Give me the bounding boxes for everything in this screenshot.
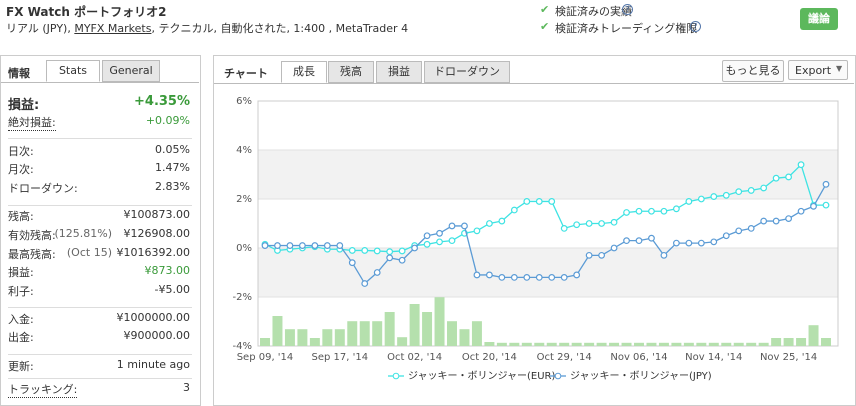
broker-link[interactable]: MYFX Markets xyxy=(74,22,152,35)
stats-panel xyxy=(0,55,201,406)
check-icon: ✔ xyxy=(540,20,550,33)
stat-label: 有効残高: xyxy=(8,229,56,242)
subtitle-text: , テクニカル, 自動化された, 1:400 , MetaTrader 4 xyxy=(151,22,409,35)
stat-value: 1 minute ago xyxy=(116,358,190,371)
chart-tab[interactable]: 損益 xyxy=(376,61,422,83)
stats-tab[interactable]: General xyxy=(102,60,160,82)
tab-line xyxy=(1,82,199,83)
stat-label: 損益: xyxy=(8,266,34,279)
chart-tab[interactable]: 残高 xyxy=(328,61,374,83)
chart-tab[interactable]: 成長 xyxy=(281,61,327,83)
badge: 検証済みの実績 xyxy=(555,5,632,18)
stat-value: ¥900000.00 xyxy=(123,329,190,342)
badge: 検証済みトレーディング権限 xyxy=(555,22,698,35)
chart-tab[interactable]: ドローダウン xyxy=(424,61,510,83)
stat-label: 更新: xyxy=(8,360,34,373)
subtitle: リアル (JPY), MYFX Markets, テクニカル, 自動化された, … xyxy=(6,20,408,36)
stat-value: ¥100873.00 xyxy=(123,208,190,221)
stat-label: 損益: xyxy=(8,98,40,113)
check-icon: ✔ xyxy=(540,3,550,16)
dropdown-arrow: ▼ xyxy=(836,64,843,73)
discuss-button[interactable]: 議論 xyxy=(800,8,838,30)
stats-heading: 情報 xyxy=(8,67,30,80)
separator xyxy=(8,307,192,308)
stats-tab[interactable]: Stats xyxy=(46,60,100,82)
button[interactable]: もっと見る xyxy=(722,60,784,82)
separator xyxy=(8,378,192,379)
stat-value: 2.83% xyxy=(155,180,190,193)
stat-value: +4.35% xyxy=(134,94,190,109)
stat-label: 月次: xyxy=(8,163,34,176)
title: FX Watch ポートフォリオ2 xyxy=(6,5,167,19)
help-icon[interactable]: ? xyxy=(622,4,633,15)
stat-value: ¥1016392.00 xyxy=(116,246,190,259)
stat-note: (Oct 15) xyxy=(66,246,112,259)
separator xyxy=(8,354,192,355)
stat-label: 入金: xyxy=(8,313,34,326)
stat-label: 利子: xyxy=(8,285,34,298)
stat-value: 0.05% xyxy=(155,143,190,156)
stat-value: 3 xyxy=(183,381,190,394)
stat-value: ¥1000000.00 xyxy=(116,311,190,324)
stat-label: 出金: xyxy=(8,331,34,344)
subtitle-text: リアル (JPY), xyxy=(6,22,75,35)
stat-label: 絶対損益: xyxy=(8,116,56,131)
stat-label: 最高残高: xyxy=(8,248,56,261)
separator xyxy=(8,138,192,139)
stat-value: 1.47% xyxy=(155,161,190,174)
stat-value: +0.09% xyxy=(145,114,190,127)
stat-value: ¥873.00 xyxy=(144,264,191,277)
chart-heading: チャート xyxy=(224,67,268,80)
stat-value: ¥126908.00 xyxy=(123,227,190,240)
help-icon[interactable]: ? xyxy=(690,21,701,32)
separator xyxy=(8,205,192,206)
stat-note: (125.81%) xyxy=(54,227,112,240)
stat-label: トラッキング: xyxy=(8,383,78,398)
chart-panel xyxy=(213,55,856,406)
stat-value: -¥5.00 xyxy=(154,283,190,296)
stat-label: 残高: xyxy=(8,210,34,223)
tab-line xyxy=(214,83,854,84)
stat-label: ドローダウン: xyxy=(8,182,78,195)
stat-label: 日次: xyxy=(8,145,34,158)
button[interactable]: Export xyxy=(788,60,848,80)
